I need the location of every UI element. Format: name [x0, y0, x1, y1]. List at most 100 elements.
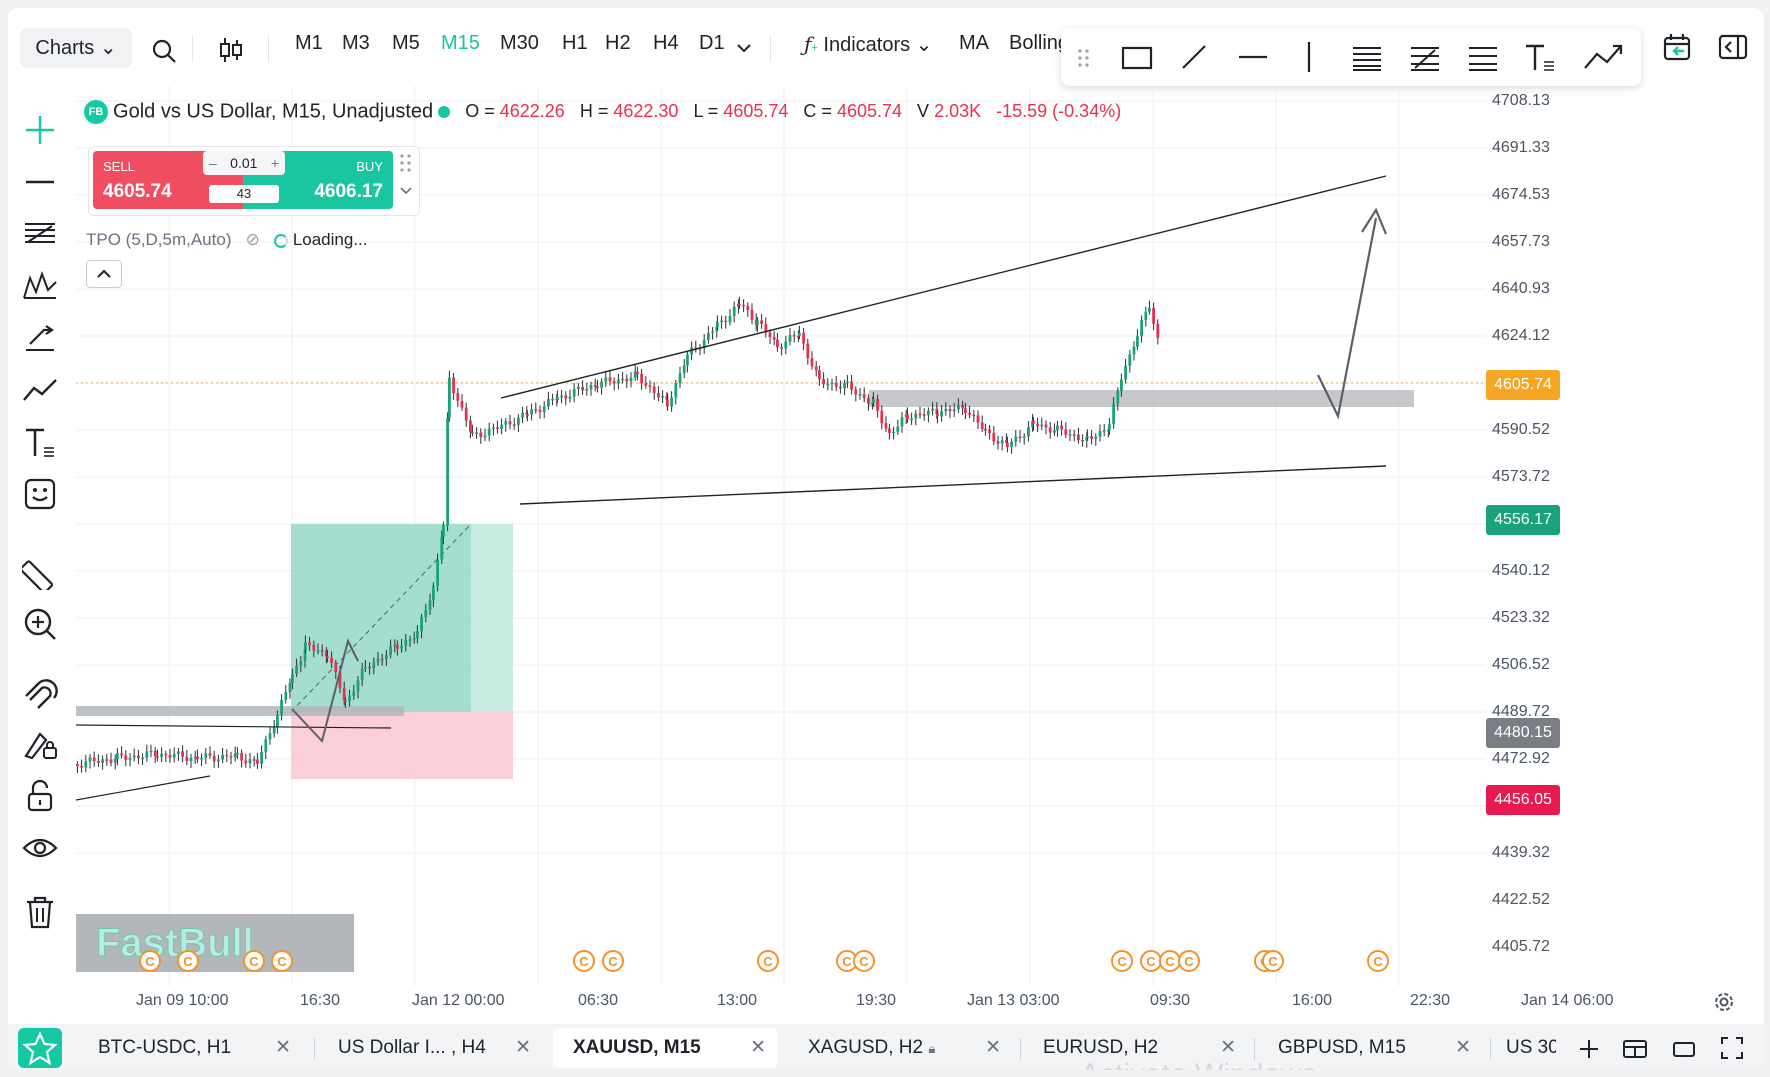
text-icon[interactable] — [22, 424, 58, 460]
pattern-tool-icon[interactable] — [22, 268, 58, 304]
event-marker[interactable] — [757, 950, 779, 972]
event-marker[interactable] — [1178, 950, 1200, 972]
calendar-icon[interactable] — [1662, 32, 1692, 62]
chart-plot[interactable]: FastBull CCCCCCCCCCCCCCCC — [76, 86, 1486, 986]
magnet-icon[interactable] — [22, 674, 58, 710]
position-loss-zone[interactable] — [291, 712, 513, 779]
support-zone[interactable] — [76, 706, 404, 716]
candle-type-icon[interactable] — [218, 36, 244, 64]
fib-tool-icon[interactable] — [22, 216, 58, 252]
trash-icon[interactable] — [22, 894, 58, 930]
add-tab-icon[interactable] — [1578, 1038, 1600, 1060]
tab-btc-usdc[interactable]: BTC-USDC, H1 ✕ — [78, 1028, 303, 1068]
drag-handle-icon[interactable] — [1077, 48, 1091, 68]
unlock-icon[interactable] — [22, 778, 58, 814]
panel-toggle-icon[interactable] — [1718, 34, 1748, 60]
minus-icon[interactable]: – — [209, 155, 217, 171]
tab-us-dollar-index[interactable]: US Dollar I... , H4 ✕ — [318, 1028, 543, 1068]
vertical-line-icon[interactable] — [1301, 40, 1317, 74]
tpo-indicator[interactable]: TPO (5,D,5m,Auto) ⊘ Loading... — [86, 230, 368, 250]
candle — [1044, 424, 1048, 428]
zoom-in-icon[interactable] — [22, 606, 58, 642]
trendline-tool-icon[interactable] — [1179, 42, 1209, 72]
line-tool-icon[interactable] — [22, 164, 58, 200]
event-marker[interactable] — [243, 950, 265, 972]
text-tool-icon[interactable] — [1523, 40, 1557, 76]
trendline[interactable] — [76, 724, 392, 729]
tf-m1[interactable]: M1 — [295, 32, 323, 54]
sell-button[interactable]: SELL 4605.74 — [93, 151, 243, 209]
rectangle-tool-icon[interactable] — [1121, 44, 1153, 72]
tab-us30[interactable]: US 30 — [1494, 1028, 1556, 1068]
tf-m30[interactable]: M30 — [500, 32, 539, 54]
tab-xagusd[interactable]: XAGUSD, H2 🔒︎ ✕ — [788, 1028, 1013, 1068]
indicators-button[interactable]: ƒ+ Indicators ⌄ — [804, 32, 933, 56]
chevron-down-icon[interactable] — [399, 185, 413, 197]
event-marker[interactable] — [853, 950, 875, 972]
event-marker[interactable] — [573, 950, 595, 972]
tf-h2[interactable]: H2 — [605, 32, 631, 54]
tf-m15[interactable]: M15 — [441, 32, 480, 54]
projection-tool-icon[interactable] — [22, 320, 58, 356]
tf-h1[interactable]: H1 — [562, 32, 588, 54]
collapse-legend-button[interactable] — [86, 260, 122, 288]
path-tool-icon[interactable] — [1583, 42, 1625, 72]
event-marker[interactable] — [1262, 950, 1284, 972]
candle — [862, 394, 866, 399]
eye-icon[interactable] — [22, 830, 58, 866]
chevron-down-icon[interactable] — [736, 42, 752, 54]
eye-off-icon[interactable]: ⊘ — [245, 230, 260, 249]
candle — [596, 386, 599, 388]
tf-d1[interactable]: D1 — [699, 32, 725, 54]
favorites-button[interactable] — [18, 1028, 62, 1068]
close-tab-icon[interactable]: ✕ — [750, 1037, 766, 1058]
event-marker[interactable] — [602, 950, 624, 972]
emoji-icon[interactable] — [22, 476, 58, 512]
channel-upper-line[interactable] — [500, 175, 1387, 399]
event-marker[interactable] — [1367, 950, 1389, 972]
channel-lower-line[interactable] — [519, 465, 1387, 505]
charts-label: Charts — [35, 37, 95, 59]
bollinger-button[interactable]: Bolling — [1009, 32, 1070, 54]
layout-icon[interactable] — [1622, 1038, 1648, 1060]
resistance-zone[interactable] — [869, 390, 1414, 407]
tab-gbpusd[interactable]: GBPUSD, M15 ✕ — [1258, 1028, 1483, 1068]
fib-extension-icon[interactable] — [1409, 44, 1441, 72]
drag-handle-icon[interactable] — [399, 153, 413, 173]
close-tab-icon[interactable]: ✕ — [515, 1037, 531, 1058]
trend-tool-icon[interactable] — [22, 372, 58, 408]
close-tab-icon[interactable]: ✕ — [1220, 1037, 1236, 1058]
search-icon[interactable] — [151, 38, 177, 64]
symbol-title[interactable]: Gold vs US Dollar, M15, Unadjusted — [113, 100, 434, 123]
close-tab-icon[interactable]: ✕ — [1455, 1037, 1471, 1058]
lot-stepper[interactable]: –0.01 + — [203, 151, 285, 175]
plus-icon: + — [811, 42, 818, 54]
event-marker[interactable] — [139, 950, 161, 972]
trendline[interactable] — [76, 775, 211, 801]
tf-m5[interactable]: M5 — [392, 32, 420, 54]
tf-h4[interactable]: H4 — [653, 32, 679, 54]
plus-icon[interactable]: + — [270, 155, 279, 171]
candle — [1102, 430, 1106, 432]
close-tab-icon[interactable]: ✕ — [985, 1037, 1001, 1058]
charts-dropdown[interactable]: Charts ⌄ — [20, 28, 132, 68]
ma-button[interactable]: MA — [959, 32, 989, 54]
close-tab-icon[interactable]: ✕ — [275, 1037, 291, 1058]
fib-retracement-icon[interactable] — [1351, 44, 1383, 72]
window-icon[interactable] — [1672, 1038, 1696, 1060]
crosshair-plus-icon[interactable] — [22, 112, 58, 148]
settings-gear-icon[interactable] — [1712, 990, 1736, 1014]
fib-channel-icon[interactable] — [1467, 44, 1499, 72]
projection-arrow[interactable] — [1317, 217, 1378, 420]
event-marker[interactable] — [271, 950, 293, 972]
ruler-icon[interactable] — [22, 554, 58, 590]
tab-eurusd[interactable]: EURUSD, H2 ✕ — [1023, 1028, 1248, 1068]
lock-drawings-icon[interactable] — [22, 726, 58, 762]
horizontal-line-icon[interactable] — [1237, 42, 1269, 72]
event-marker[interactable] — [177, 950, 199, 972]
tf-m3[interactable]: M3 — [342, 32, 370, 54]
path-arrow[interactable] — [291, 638, 359, 744]
tab-xauusd[interactable]: XAUUSD, M15 ✕ — [553, 1028, 778, 1068]
event-marker[interactable] — [1111, 950, 1133, 972]
fullscreen-icon[interactable] — [1720, 1036, 1744, 1060]
